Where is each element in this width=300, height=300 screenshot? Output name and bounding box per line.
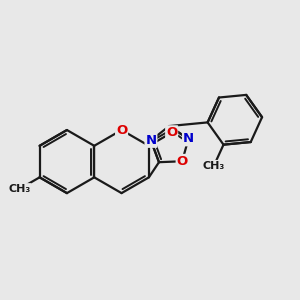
- Text: N: N: [183, 132, 194, 146]
- Text: N: N: [146, 134, 157, 147]
- Text: CH₃: CH₃: [203, 161, 225, 171]
- Text: O: O: [176, 155, 188, 168]
- Text: CH₃: CH₃: [8, 184, 31, 194]
- Text: O: O: [116, 124, 127, 136]
- Text: O: O: [166, 126, 177, 139]
